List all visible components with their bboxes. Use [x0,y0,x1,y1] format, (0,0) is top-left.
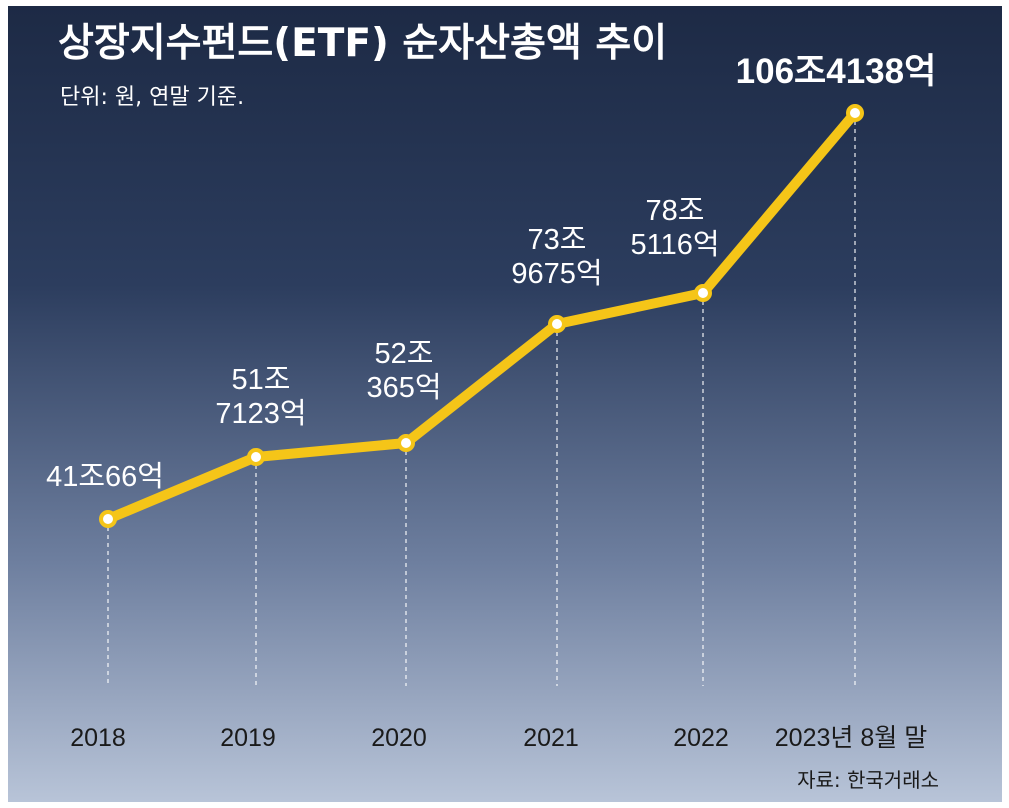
data-label-2019: 51조 7123억 [215,364,306,430]
data-label-2023년 8월 말: 106조4138억 [736,52,937,91]
data-labels: 41조66억 51조 7123억 52조 365억 73조 9675억 78조 5116억 106… [46,52,936,493]
chart-title: 상장지수펀드(ETF) 순자산총액 추이 [58,21,667,66]
chart-background: 상장지수펀드(ETF) 순자산총액 추이 단위: 원, 연말 기준. 자료: 한… [8,6,1002,802]
etf-chart: 상장지수펀드(ETF) 순자산총액 추이 단위: 원, 연말 기준. 자료: 한… [46,21,939,792]
x-tick-2021: 2021 [523,724,579,752]
x-tick-2019: 2019 [220,724,276,752]
data-label-2022: 78조 5116억 [630,195,719,261]
guide-lines [107,113,856,686]
data-point-2023년 8월 말 [846,104,864,122]
data-label-2018: 41조66억 [46,461,164,493]
data-point-2020 [397,434,415,452]
source-note: 자료: 한국거래소 [797,768,939,792]
x-tick-2023년 8월 말: 2023년 8월 말 [775,724,927,752]
x-tick-2018: 2018 [70,724,126,752]
data-point-2022 [694,284,712,302]
data-point-2019 [247,448,265,466]
data-label-2020: 52조 365억 [366,338,441,404]
series-line [103,108,860,524]
data-point-2018 [99,510,117,528]
x-tick-2020: 2020 [371,724,427,752]
data-point-2021 [548,315,566,333]
chart-subtitle: 단위: 원, 연말 기준. [60,85,244,110]
x-axis-ticks: 2018 2019 2020 2021 2022 2023년 8월 말 [70,724,927,752]
data-markers [99,104,864,528]
data-label-2021: 73조 9675억 [511,224,602,290]
x-tick-2022: 2022 [673,724,729,752]
